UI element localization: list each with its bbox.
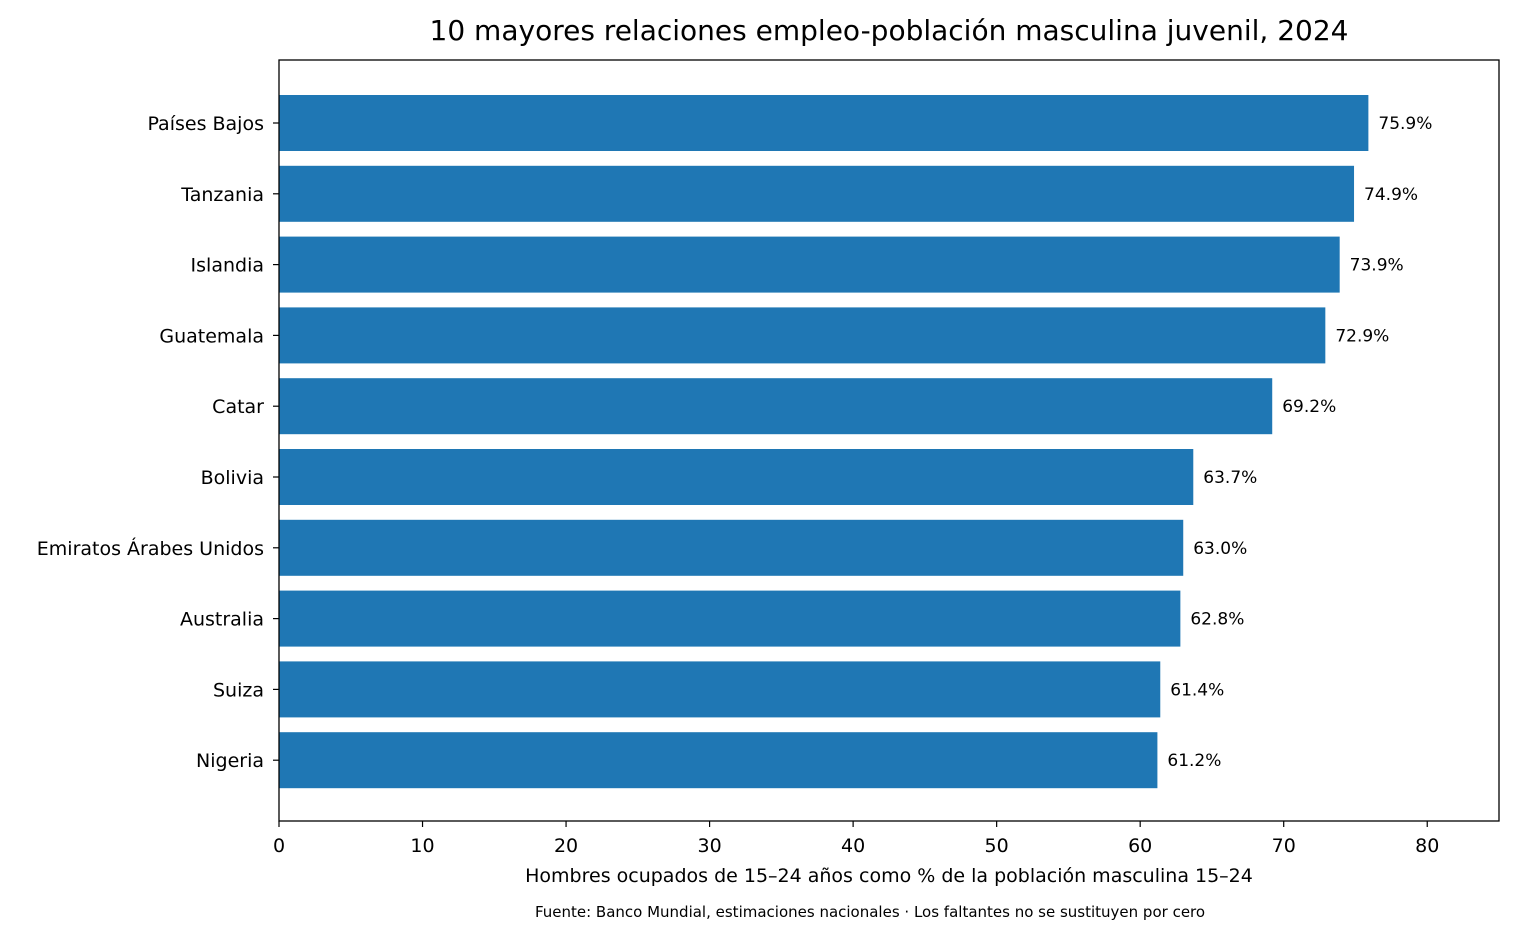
bar-value-label: 75.9%	[1378, 114, 1432, 134]
x-axis-label: Hombres ocupados de 15–24 años como % de…	[525, 865, 1253, 887]
plot-frame	[278, 59, 1500, 822]
bar-value-label: 69.2%	[1282, 397, 1336, 417]
bar	[279, 236, 1340, 293]
bar	[279, 165, 1355, 222]
y-tick-label: Islandia	[191, 255, 264, 277]
y-tick-labels: Países Bajos Tanzania Islandia Guatemala Cat…	[37, 113, 279, 772]
x-tick-label: 60	[1128, 835, 1152, 857]
y-tick-label: Nigeria	[196, 750, 264, 772]
bars-layer: 75.9% 74.9% 73.9% 72.9% 69.2% 63.7% 63.0% 62.8%…	[279, 95, 1432, 789]
y-tick-label: Emiratos Árabes Unidos	[37, 537, 264, 560]
bar-value-label: 72.9%	[1335, 326, 1389, 346]
bar-value-label: 62.8%	[1190, 610, 1244, 630]
chart-title: 10 mayores relaciones empleo-población m…	[430, 14, 1349, 47]
x-tick-label: 10	[410, 835, 434, 857]
x-tick-label: 70	[1272, 835, 1296, 857]
bar	[279, 732, 1158, 789]
bar-value-label: 63.0%	[1193, 539, 1247, 559]
bar-value-label: 73.9%	[1350, 256, 1404, 276]
x-tick-label: 80	[1415, 835, 1439, 857]
bar-value-label: 61.2%	[1167, 751, 1221, 771]
bar	[279, 95, 1369, 151]
y-tick-label: Bolivia	[201, 467, 264, 489]
bar-value-label: 61.4%	[1170, 680, 1224, 700]
bar-value-label: 63.7%	[1203, 468, 1257, 488]
y-tick-label: Países Bajos	[147, 113, 264, 135]
bar	[279, 590, 1181, 647]
bar	[279, 519, 1184, 576]
bar	[279, 449, 1194, 505]
y-tick-label: Catar	[212, 396, 264, 418]
bar-value-label: 74.9%	[1364, 185, 1418, 205]
y-tick-label: Guatemala	[159, 325, 264, 347]
y-tick-label: Suiza	[213, 679, 264, 701]
y-tick-label: Tanzania	[180, 184, 264, 206]
bar	[279, 378, 1273, 435]
x-tick-label: 20	[554, 835, 578, 857]
x-tick-label: 50	[985, 835, 1009, 857]
x-tick-label: 0	[273, 835, 285, 857]
bar	[279, 307, 1326, 364]
bar	[279, 661, 1161, 718]
y-tick-label: Australia	[180, 609, 264, 631]
x-tick-label: 30	[697, 835, 721, 857]
x-tick-label: 40	[841, 835, 865, 857]
source-note: Fuente: Banco Mundial, estimaciones naci…	[535, 903, 1205, 921]
x-ticks: 0 10 20 30 40 50 60 70 80	[273, 821, 1439, 857]
